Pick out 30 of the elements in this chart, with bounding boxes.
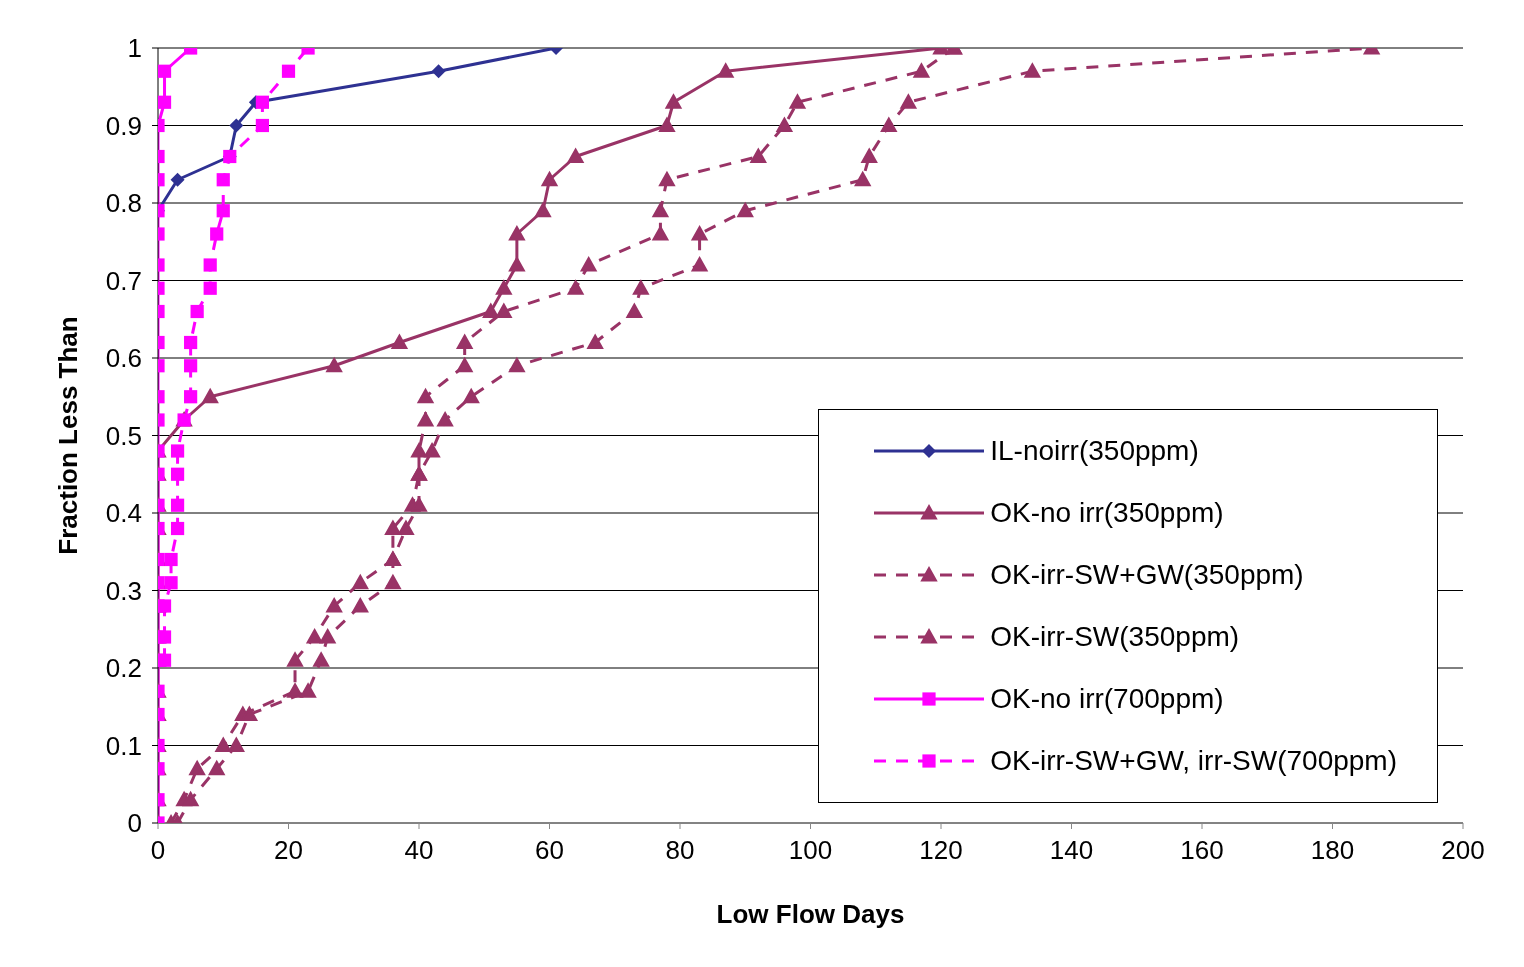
y-tick-label: 0.4 xyxy=(105,498,142,529)
x-tick-label: 20 xyxy=(274,835,303,866)
x-tick-label: 80 xyxy=(665,835,695,866)
x-tick-label: 140 xyxy=(1049,835,1094,866)
y-tick-label: 0.1 xyxy=(105,730,142,761)
y-tick-label: 0 xyxy=(127,808,142,839)
y-tick-label: 0.5 xyxy=(105,420,142,451)
x-tick-label: 200 xyxy=(1441,835,1485,866)
y-tick-label: 0.9 xyxy=(105,110,142,141)
legend-label: OK-irr-SW+GW(350ppm) xyxy=(990,559,1304,591)
x-tick-label: 180 xyxy=(1310,835,1355,866)
x-tick-label: 60 xyxy=(535,835,564,866)
x-axis-title: Low Flow Days xyxy=(716,899,905,929)
x-tick-label: 120 xyxy=(919,835,963,866)
y-tick-label: 0.7 xyxy=(105,265,142,296)
legend-label: OK-irr-SW+GW, irr-SW(700ppm) xyxy=(990,745,1397,777)
y-tick-label: 0.3 xyxy=(105,575,142,606)
x-tick-label: 100 xyxy=(788,835,833,866)
x-tick-label: 40 xyxy=(404,835,434,866)
legend-label: OK-irr-SW(350ppm) xyxy=(990,621,1240,653)
y-tick-label: 0.8 xyxy=(105,188,142,219)
y-tick-label: 0.2 xyxy=(105,653,142,684)
x-tick-label: 0 xyxy=(150,835,166,866)
y-tick-label: 0.6 xyxy=(105,343,142,374)
y-tick-label: 1 xyxy=(127,33,142,64)
legend-label: IL-noirr(350ppm) xyxy=(990,435,1199,467)
legend-label: OK-no irr(700ppm) xyxy=(990,683,1224,715)
x-tick-label: 160 xyxy=(1180,835,1224,866)
legend-label: OK-no irr(350ppm) xyxy=(990,497,1224,529)
y-axis-title: Fraction Less Than xyxy=(53,316,84,555)
